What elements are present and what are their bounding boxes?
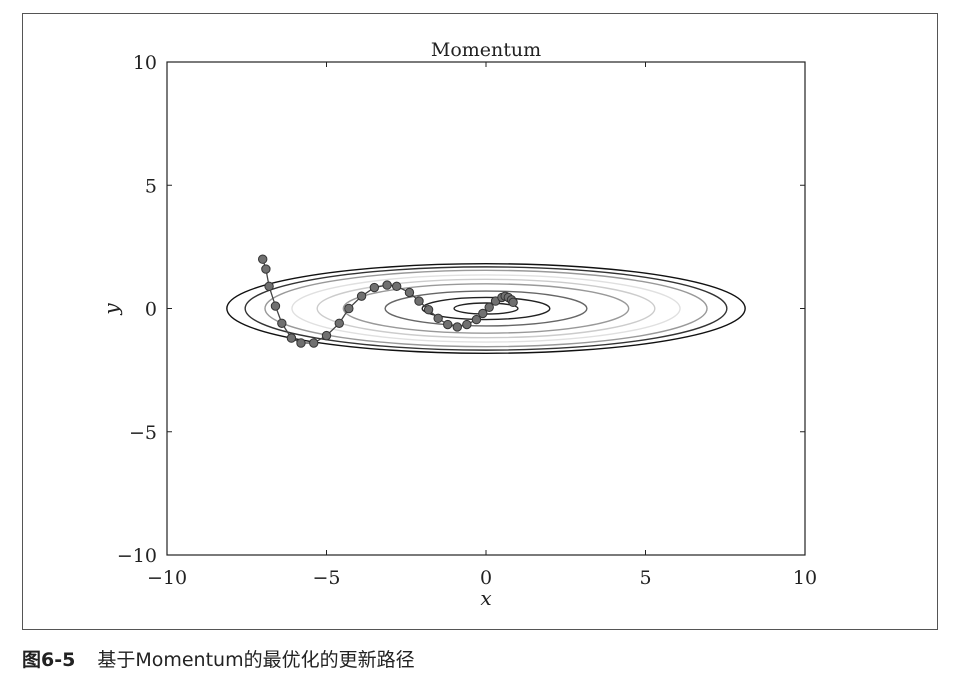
x-tick-label: −5 [312, 567, 340, 589]
data-point [414, 296, 424, 306]
data-point [296, 338, 306, 348]
y-axis-label: y [99, 303, 123, 316]
data-point [443, 319, 453, 330]
path-line-group [262, 258, 514, 344]
chart-title: Momentum [431, 39, 541, 61]
data-point [471, 314, 482, 325]
contour-level-4 [342, 283, 630, 334]
x-tick-label: −10 [147, 567, 187, 589]
x-tick-label: 5 [639, 567, 651, 589]
data-point [382, 280, 392, 290]
data-point [261, 264, 271, 274]
x-tick-label: 10 [793, 567, 817, 589]
x-axis-label: x [480, 586, 491, 610]
data-point [356, 291, 367, 301]
data-point [462, 319, 472, 330]
data-point [404, 287, 415, 298]
contour-level-5 [316, 278, 656, 339]
data-point [286, 333, 297, 343]
data-point [309, 338, 319, 348]
contour-lines [226, 263, 746, 354]
y-tick-labels: −10 −5 0 5 10 [117, 52, 157, 567]
contour-level-3 [384, 290, 588, 327]
data-point [433, 313, 443, 324]
data-point [258, 254, 268, 264]
y-tick-label: 0 [145, 299, 157, 321]
contour-level-7 [264, 269, 708, 348]
y-tick-label: 10 [133, 52, 157, 74]
x-tick-label: 0 [480, 567, 492, 589]
contour-level-8 [244, 266, 728, 351]
axis-ticks [166, 61, 806, 556]
y-tick-label: 5 [145, 175, 157, 197]
data-point [423, 305, 434, 315]
data-point [344, 303, 354, 314]
momentum-chart: Momentum −10 −5 0 5 10 −10 −5 0 5 10 x y [99, 39, 817, 610]
data-point [484, 302, 494, 312]
contour-level-6 [291, 274, 681, 343]
x-tick-labels: −10 −5 0 5 10 [147, 567, 817, 589]
data-point [270, 301, 281, 311]
data-point [277, 318, 287, 328]
path-points [258, 254, 518, 348]
caption-text: 基于Momentum的最优化的更新路径 [97, 649, 415, 671]
data-point [391, 281, 402, 292]
data-point [334, 318, 344, 328]
data-point [264, 281, 274, 292]
contour-level-9 [226, 263, 746, 354]
data-point [478, 308, 488, 319]
series-line [262, 258, 514, 344]
data-point [452, 322, 462, 332]
y-tick-label: −5 [129, 422, 157, 444]
figure-caption: 图6-5 基于Momentum的最优化的更新路径 [22, 645, 415, 672]
contour-level-2 [421, 296, 551, 321]
figure-number: 图6-5 [22, 649, 76, 671]
data-point [321, 330, 332, 341]
y-tick-label: −10 [117, 545, 157, 567]
data-point [508, 297, 518, 308]
data-point [369, 282, 380, 293]
